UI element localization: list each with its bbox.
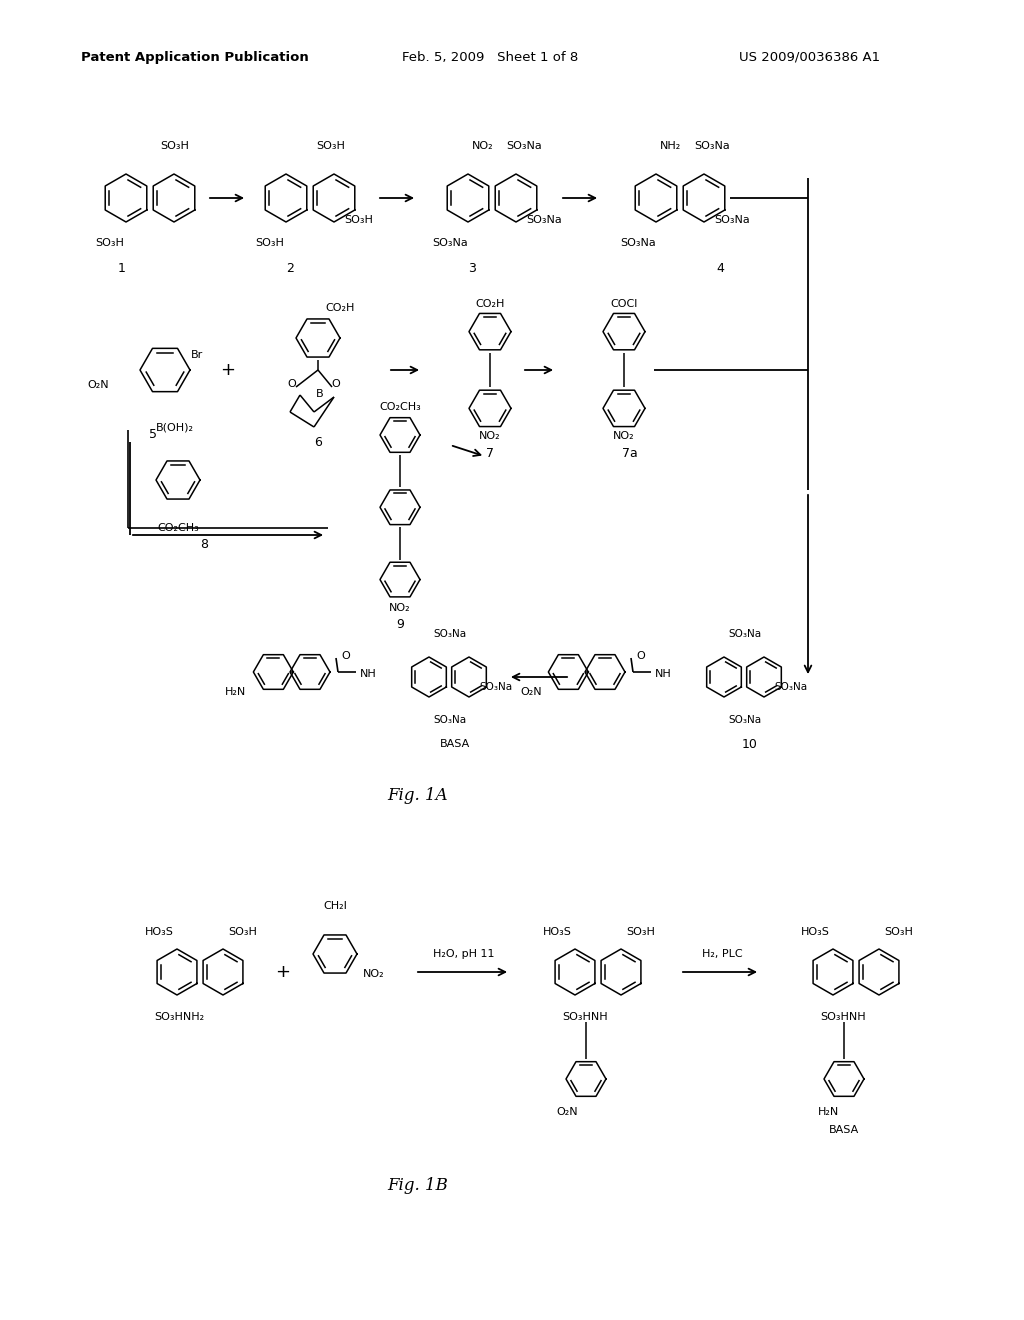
- Text: SO₃Na: SO₃Na: [714, 215, 750, 224]
- Text: O: O: [288, 379, 296, 389]
- Text: +: +: [220, 360, 236, 379]
- Text: O₂N: O₂N: [87, 380, 109, 389]
- Text: NO₂: NO₂: [613, 432, 635, 441]
- Text: Patent Application Publication: Patent Application Publication: [81, 50, 309, 63]
- Text: 7: 7: [486, 447, 494, 459]
- Text: US 2009/0036386 A1: US 2009/0036386 A1: [739, 50, 881, 63]
- Text: NO₂: NO₂: [472, 141, 494, 150]
- Text: BASA: BASA: [828, 1125, 859, 1135]
- Text: B: B: [316, 389, 324, 399]
- Text: SO₃Na: SO₃Na: [526, 215, 562, 224]
- Text: Br: Br: [191, 350, 203, 360]
- Text: CO₂CH₃: CO₂CH₃: [157, 523, 199, 533]
- Text: SO₃H: SO₃H: [255, 238, 284, 248]
- Text: SO₃Na: SO₃Na: [728, 715, 761, 725]
- Text: SO₃Na: SO₃Na: [479, 682, 512, 692]
- Text: SO₃Na: SO₃Na: [694, 141, 730, 150]
- Text: H₂N: H₂N: [818, 1107, 840, 1117]
- Text: 9: 9: [396, 618, 403, 631]
- Text: CH₂I: CH₂I: [323, 902, 347, 911]
- Text: 1: 1: [118, 261, 126, 275]
- Text: HO₃S: HO₃S: [543, 927, 571, 937]
- Text: H₂O, pH 11: H₂O, pH 11: [433, 949, 495, 960]
- Text: SO₃H: SO₃H: [160, 141, 188, 150]
- Text: SO₃Na: SO₃Na: [506, 141, 542, 150]
- Text: O₂N: O₂N: [556, 1107, 578, 1117]
- Text: HO₃S: HO₃S: [145, 927, 174, 937]
- Text: SO₃H: SO₃H: [228, 927, 257, 937]
- Text: SO₃Na: SO₃Na: [433, 630, 466, 639]
- Text: Feb. 5, 2009   Sheet 1 of 8: Feb. 5, 2009 Sheet 1 of 8: [401, 50, 579, 63]
- Text: SO₃Na: SO₃Na: [728, 630, 761, 639]
- Text: SO₃HNH₂: SO₃HNH₂: [154, 1012, 204, 1022]
- Text: SO₃Na: SO₃Na: [432, 238, 468, 248]
- Text: +: +: [275, 964, 291, 981]
- Text: 5: 5: [150, 429, 157, 441]
- Text: CO₂H: CO₂H: [326, 304, 354, 313]
- Text: SO₃Na: SO₃Na: [620, 238, 655, 248]
- Text: SO₃HNH: SO₃HNH: [562, 1012, 607, 1022]
- Text: BASA: BASA: [440, 739, 470, 748]
- Text: O: O: [332, 379, 340, 389]
- Text: O: O: [637, 651, 645, 661]
- Text: O: O: [342, 651, 350, 661]
- Text: 6: 6: [314, 436, 322, 449]
- Text: 3: 3: [468, 261, 476, 275]
- Text: SO₃HNH: SO₃HNH: [820, 1012, 865, 1022]
- Text: HO₃S: HO₃S: [801, 927, 829, 937]
- Text: NO₂: NO₂: [479, 432, 501, 441]
- Text: 2: 2: [286, 261, 294, 275]
- Text: O₂N: O₂N: [520, 686, 542, 697]
- Text: 8: 8: [200, 539, 208, 552]
- Text: COCl: COCl: [610, 298, 638, 309]
- Text: SO₃Na: SO₃Na: [433, 715, 466, 725]
- Text: NH: NH: [360, 669, 377, 678]
- Text: SO₃H: SO₃H: [344, 215, 373, 224]
- Text: 4: 4: [716, 261, 724, 275]
- Text: SO₃H: SO₃H: [626, 927, 655, 937]
- Text: SO₃Na: SO₃Na: [774, 682, 807, 692]
- Text: Fig. 1B: Fig. 1B: [387, 1176, 449, 1193]
- Text: 7a: 7a: [623, 447, 638, 459]
- Text: CO₂CH₃: CO₂CH₃: [379, 403, 421, 412]
- Text: B(OH)₂: B(OH)₂: [156, 422, 194, 433]
- Text: NO₂: NO₂: [362, 969, 385, 979]
- Text: H₂N: H₂N: [225, 686, 247, 697]
- Text: SO₃H: SO₃H: [884, 927, 912, 937]
- Text: CO₂H: CO₂H: [475, 298, 505, 309]
- Text: H₂, PLC: H₂, PLC: [701, 949, 742, 960]
- Text: 10: 10: [742, 738, 758, 751]
- Text: SO₃H: SO₃H: [95, 238, 124, 248]
- Text: NO₂: NO₂: [389, 602, 411, 612]
- Text: Fig. 1A: Fig. 1A: [388, 787, 449, 804]
- Text: SO₃H: SO₃H: [316, 141, 345, 150]
- Text: NH: NH: [655, 669, 672, 678]
- Text: NH₂: NH₂: [660, 141, 681, 150]
